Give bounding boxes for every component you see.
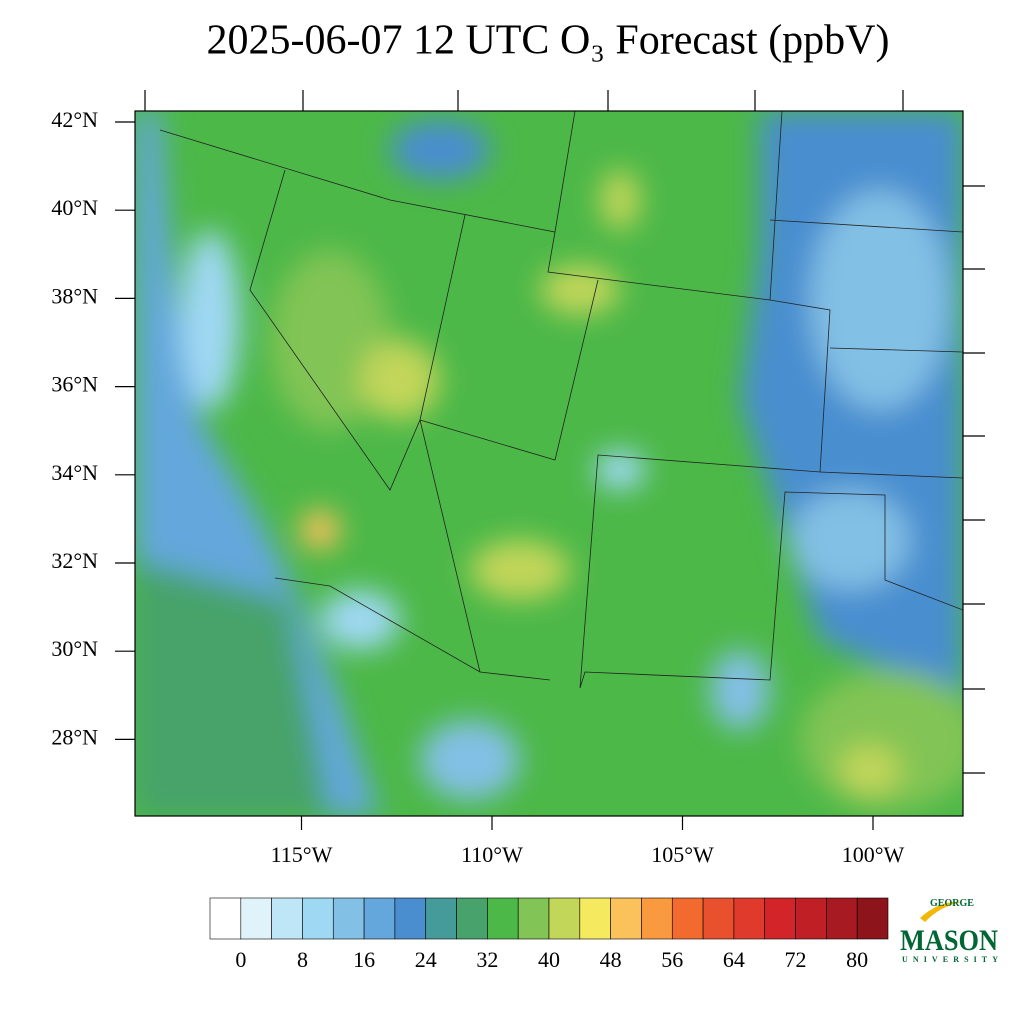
colorbar-label: 80 (846, 947, 868, 972)
lat-label: 42°N (51, 107, 98, 132)
colorbar-box (332, 897, 365, 940)
colorbar-label: 8 (297, 947, 308, 972)
colorbar-label: 72 (785, 947, 807, 972)
logo-mason: MASON (900, 924, 998, 957)
colorbar-box (456, 897, 488, 940)
colorbar-box (209, 897, 242, 940)
colorbar-box (641, 897, 673, 940)
colorbar-label: 64 (723, 947, 745, 972)
logo-swoosh (920, 901, 962, 922)
colorbar-box (733, 897, 766, 940)
colorbar-box (271, 897, 303, 940)
colorbar-label: 24 (415, 947, 437, 972)
lat-label: 30°N (51, 636, 98, 661)
lat-label: 36°N (51, 372, 98, 397)
colorbar-box (764, 897, 796, 940)
colorbar-label: 32 (476, 947, 498, 972)
lon-label: 110°W (461, 842, 523, 867)
colorbar-box (671, 897, 704, 940)
lat-label: 28°N (51, 724, 98, 749)
colorbar-box (240, 897, 272, 940)
colorbar-box (579, 897, 611, 940)
colorbar-box (795, 897, 827, 940)
lat-label: 34°N (51, 460, 98, 485)
lon-label: 100°W (842, 842, 905, 867)
colorbar-box (702, 897, 735, 940)
title: 2025-06-07 12 UTC O₃ Forecast (ppbV) (206, 18, 889, 64)
logo-george: GEORGE (930, 898, 974, 909)
frame-ticks (144, 90, 985, 774)
colorbar-label: 0 (235, 947, 246, 972)
colorbar-box (517, 897, 550, 940)
lat-label: 38°N (51, 283, 98, 308)
colorbar-label: 48 (600, 947, 622, 972)
lon-label: 105°W (651, 842, 714, 867)
colorbar-box (425, 897, 457, 940)
colorbar-label: 40 (538, 947, 560, 972)
lat-label: 32°N (51, 548, 98, 573)
map-frame (134, 110, 964, 817)
lat-label: 40°N (51, 195, 98, 220)
colorbar-box (487, 897, 519, 940)
colorbar-box (826, 897, 858, 940)
map-field (135, 111, 963, 816)
colorbar-label: 16 (353, 947, 375, 972)
logo: GEORGE MASON UNIVERSITY (900, 898, 998, 964)
colorbar-box (363, 897, 396, 940)
colorbar-box (856, 897, 889, 940)
colorbar-box (610, 897, 642, 940)
colorbar-label: 56 (661, 947, 683, 972)
lon-label: 115°W (271, 842, 333, 867)
colorbar-box (548, 897, 581, 940)
colorbar-box (302, 897, 334, 940)
colorbar-box (394, 897, 427, 940)
